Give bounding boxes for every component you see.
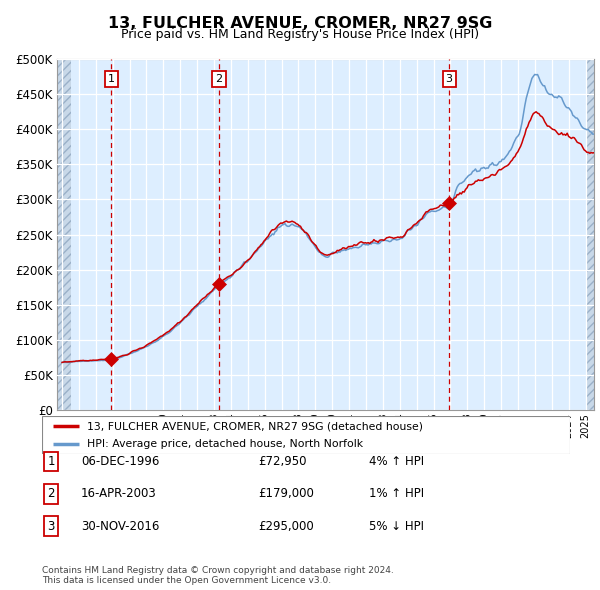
Text: HPI: Average price, detached house, North Norfolk: HPI: Average price, detached house, Nort… bbox=[87, 439, 363, 449]
Text: £179,000: £179,000 bbox=[258, 487, 314, 500]
Text: 06-DEC-1996: 06-DEC-1996 bbox=[81, 455, 160, 468]
FancyBboxPatch shape bbox=[42, 416, 570, 454]
Bar bbox=[57, 59, 71, 410]
Text: Contains HM Land Registry data © Crown copyright and database right 2024.
This d: Contains HM Land Registry data © Crown c… bbox=[42, 566, 394, 585]
Text: 1: 1 bbox=[108, 74, 115, 84]
Text: 4% ↑ HPI: 4% ↑ HPI bbox=[369, 455, 424, 468]
Bar bbox=[587, 59, 595, 410]
Text: £295,000: £295,000 bbox=[258, 520, 314, 533]
Bar bbox=[587, 59, 595, 410]
Text: 30-NOV-2016: 30-NOV-2016 bbox=[81, 520, 160, 533]
Bar bbox=[57, 59, 71, 410]
Text: 2: 2 bbox=[47, 487, 55, 500]
Text: 3: 3 bbox=[446, 74, 452, 84]
Text: 5% ↓ HPI: 5% ↓ HPI bbox=[369, 520, 424, 533]
Text: 1: 1 bbox=[47, 455, 55, 468]
Text: 13, FULCHER AVENUE, CROMER, NR27 9SG: 13, FULCHER AVENUE, CROMER, NR27 9SG bbox=[108, 16, 492, 31]
Text: 1% ↑ HPI: 1% ↑ HPI bbox=[369, 487, 424, 500]
Text: £72,950: £72,950 bbox=[258, 455, 307, 468]
Text: 13, FULCHER AVENUE, CROMER, NR27 9SG (detached house): 13, FULCHER AVENUE, CROMER, NR27 9SG (de… bbox=[87, 421, 423, 431]
Text: 3: 3 bbox=[47, 520, 55, 533]
Text: Price paid vs. HM Land Registry's House Price Index (HPI): Price paid vs. HM Land Registry's House … bbox=[121, 28, 479, 41]
Text: 2: 2 bbox=[215, 74, 223, 84]
Text: 16-APR-2003: 16-APR-2003 bbox=[81, 487, 157, 500]
